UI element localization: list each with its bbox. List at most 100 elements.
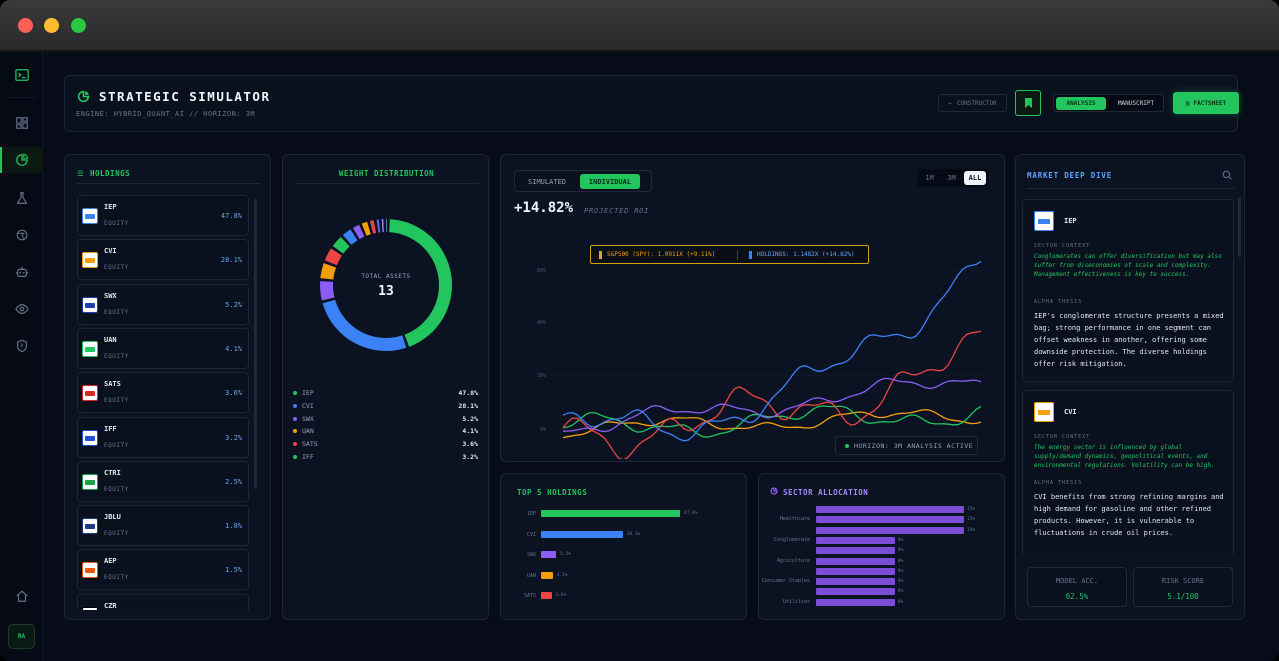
donut-slice-ctri[interactable] <box>342 229 358 245</box>
sector-value: 15% <box>967 507 976 512</box>
donut-slice-czr[interactable] <box>369 220 377 234</box>
weight-title: WEIGHT DISTRIBUTION <box>338 169 435 178</box>
donut-slice-other3[interactable] <box>386 219 387 233</box>
robot-icon[interactable] <box>0 259 43 285</box>
thesis-label: ALPHA THESIS <box>1034 299 1083 305</box>
range-tab-1m[interactable]: 1M <box>925 174 934 182</box>
holding-row[interactable]: CVI EQUITY 28.1% <box>77 239 249 281</box>
donut-slice-iep[interactable] <box>389 219 452 347</box>
maximize-window-button[interactable] <box>71 18 86 33</box>
bookmark-button[interactable] <box>1015 90 1041 116</box>
sector-bar[interactable] <box>816 578 895 586</box>
sector-bar[interactable] <box>816 506 964 513</box>
donut-slice-cvi[interactable] <box>322 299 407 351</box>
donut-slice-sats[interactable] <box>324 248 342 266</box>
donut-slice-other2[interactable] <box>381 219 384 233</box>
bar-value: 5.2% <box>560 552 571 557</box>
sidebar: RA <box>0 52 43 661</box>
holding-row[interactable]: IEP EQUITY 47.8% <box>77 195 249 236</box>
holdings-list[interactable]: IEP EQUITY 47.8% CVI EQUITY 28.1% SWX EQUITY 5.2… <box>65 155 272 610</box>
holding-ticker: UAN <box>104 335 117 344</box>
search-icon[interactable] <box>1222 170 1232 180</box>
holding-row[interactable]: JBLU EQUITY 1.8% <box>77 505 249 547</box>
holding-weight: 3.6% <box>225 389 242 398</box>
bar-uan[interactable] <box>541 571 553 579</box>
market-item[interactable]: IEP SECTOR CONTEXT Conglomerates can offer… <box>1022 199 1234 382</box>
sector-bar[interactable] <box>816 516 964 524</box>
globe-icon[interactable] <box>0 222 43 248</box>
market-list[interactable]: IEP SECTOR CONTEXT Conglomerates can offer… <box>1016 155 1246 555</box>
company-logo <box>82 385 98 402</box>
holding-type: EQUITY <box>104 574 129 582</box>
sim-tabs: SIMULATED INDIVIDUAL <box>514 170 652 192</box>
holdings-title: HOLDINGS <box>90 169 131 178</box>
avatar[interactable]: RA <box>8 624 35 649</box>
bar-label: UAN <box>526 572 536 579</box>
series-line-3[interactable] <box>562 377 982 433</box>
series-line-4[interactable] <box>562 260 982 442</box>
tab-manuscript[interactable]: MANUSCRIPT <box>1117 100 1155 107</box>
holding-weight: 28.1% <box>220 256 242 265</box>
market-item[interactable]: CVI SECTOR CONTEXT The energy sector is in… <box>1022 390 1234 555</box>
donut-slice-swx[interactable] <box>320 281 335 301</box>
bar-label: CVI <box>526 531 536 538</box>
dashboard-icon[interactable] <box>0 110 43 136</box>
holding-row[interactable]: CZR <box>77 593 249 610</box>
donut-slice-uan[interactable] <box>320 263 336 280</box>
sector-bar[interactable] <box>816 588 895 596</box>
bar-iep[interactable] <box>541 510 680 517</box>
projection-line-chart[interactable]: 60% 40% 20% 0% <box>515 235 991 459</box>
sector-bar[interactable] <box>816 526 964 534</box>
holding-row[interactable]: AEP EQUITY 1.5% <box>77 549 249 591</box>
terminal-icon[interactable] <box>0 62 43 88</box>
holding-row[interactable]: SATS EQUITY 3.6% <box>77 372 249 414</box>
bar-cvi[interactable] <box>541 530 623 538</box>
market-scrollbar[interactable] <box>1238 197 1241 257</box>
eye-icon[interactable] <box>0 296 43 322</box>
holding-row[interactable]: CTRI EQUITY 2.5% <box>77 460 249 502</box>
bar-sats[interactable] <box>541 592 552 599</box>
pie-chart-icon <box>770 487 778 495</box>
sector-value: 8% <box>897 568 904 574</box>
donut-slice-aep[interactable] <box>361 221 371 236</box>
holding-ticker: SWX <box>104 291 117 300</box>
sector-bar[interactable] <box>816 547 895 555</box>
close-window-button[interactable] <box>18 18 33 33</box>
sector-label: Consumer Staples <box>761 578 810 585</box>
donut-slice-other1[interactable] <box>376 219 381 233</box>
tab-individual[interactable]: INDIVIDUAL <box>580 174 640 189</box>
minimize-window-button[interactable] <box>44 18 59 33</box>
market-ticker: CVI <box>1064 408 1077 416</box>
sector-bar[interactable] <box>816 557 895 565</box>
sector-bar[interactable] <box>816 567 895 575</box>
bar-swx[interactable] <box>541 551 557 558</box>
company-logo <box>82 340 98 357</box>
series-line-2[interactable] <box>562 330 982 459</box>
shield-icon[interactable] <box>0 333 43 359</box>
sector-bar[interactable] <box>816 598 895 606</box>
legend-spy: S&P500 (SPY): 1.0911X (+9.11%) <box>607 251 716 258</box>
sector-bar[interactable] <box>816 536 895 544</box>
page-title: STRATEGIC SIMULATOR <box>99 89 271 104</box>
holding-row[interactable]: UAN EQUITY 4.1% <box>77 327 249 369</box>
sector-label: Healthcare <box>779 516 810 523</box>
series-line-0[interactable] <box>562 408 982 439</box>
legend-holdings: HOLDINGS: 1.1482X (+14.82%) <box>757 251 855 258</box>
bar-value: 3.6% <box>555 593 567 598</box>
legend-item: SWX 5.2% <box>293 415 478 425</box>
tab-simulated[interactable]: SIMULATED <box>528 177 566 186</box>
pie-chart-icon[interactable] <box>0 147 43 173</box>
donut-slice-iff[interactable] <box>332 236 350 254</box>
range-tab-3m[interactable]: 3M <box>947 174 956 182</box>
holdings-scrollbar[interactable] <box>254 199 257 489</box>
holding-row[interactable]: IFF EQUITY 3.2% <box>77 416 249 458</box>
factsheet-button[interactable]: ▤ FACTSHEET <box>1173 92 1239 114</box>
home-icon[interactable] <box>0 583 43 609</box>
sector-value: 8% <box>897 599 904 605</box>
flask-icon[interactable] <box>0 185 43 211</box>
constructor-button[interactable]: ← CONSTRUCTOR <box>938 94 1007 112</box>
holding-row[interactable]: SWX EQUITY 5.2% <box>77 283 249 325</box>
tab-analysis[interactable]: ANALYSIS <box>1056 97 1106 110</box>
range-tab-all[interactable]: ALL <box>964 171 986 185</box>
donut-slice-jblu[interactable] <box>353 224 365 240</box>
